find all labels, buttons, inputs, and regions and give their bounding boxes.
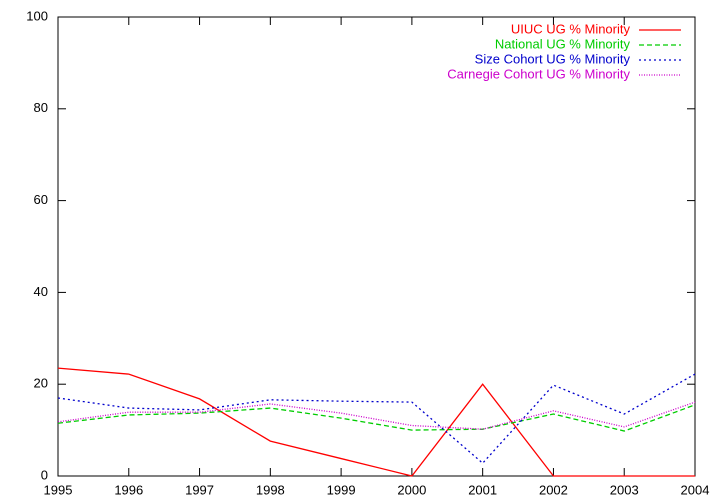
y-tick-label: 20 — [34, 376, 48, 391]
series-line — [57, 404, 696, 432]
series-line — [57, 373, 696, 465]
x-tick-label: 2000 — [397, 482, 426, 497]
y-tick-label: 0 — [41, 467, 48, 482]
series-line — [57, 367, 695, 477]
x-tick-label: 2001 — [468, 482, 497, 497]
x-tick-label: 1998 — [256, 482, 285, 497]
y-tick-label: 80 — [34, 100, 48, 115]
x-tick-label: 2003 — [610, 482, 639, 497]
y-tick-label: 60 — [34, 192, 48, 207]
legend-label: Size Cohort UG % Minority — [475, 51, 631, 66]
plot-frame — [57, 16, 696, 477]
y-tick-label: 40 — [34, 284, 48, 299]
x-tick-label: 2004 — [681, 482, 710, 497]
x-tick-label: 1995 — [44, 482, 73, 497]
y-tick-label: 100 — [26, 8, 48, 23]
x-tick-label: 2002 — [539, 482, 568, 497]
x-tick-label: 1997 — [185, 482, 214, 497]
legend-label: Carnegie Cohort UG % Minority — [447, 66, 630, 81]
series-line — [57, 401, 696, 430]
legend-label: National UG % Minority — [495, 36, 631, 51]
legend-label: UIUC UG % Minority — [511, 21, 631, 36]
x-tick-label: 1999 — [327, 482, 356, 497]
x-tick-label: 1996 — [114, 482, 143, 497]
